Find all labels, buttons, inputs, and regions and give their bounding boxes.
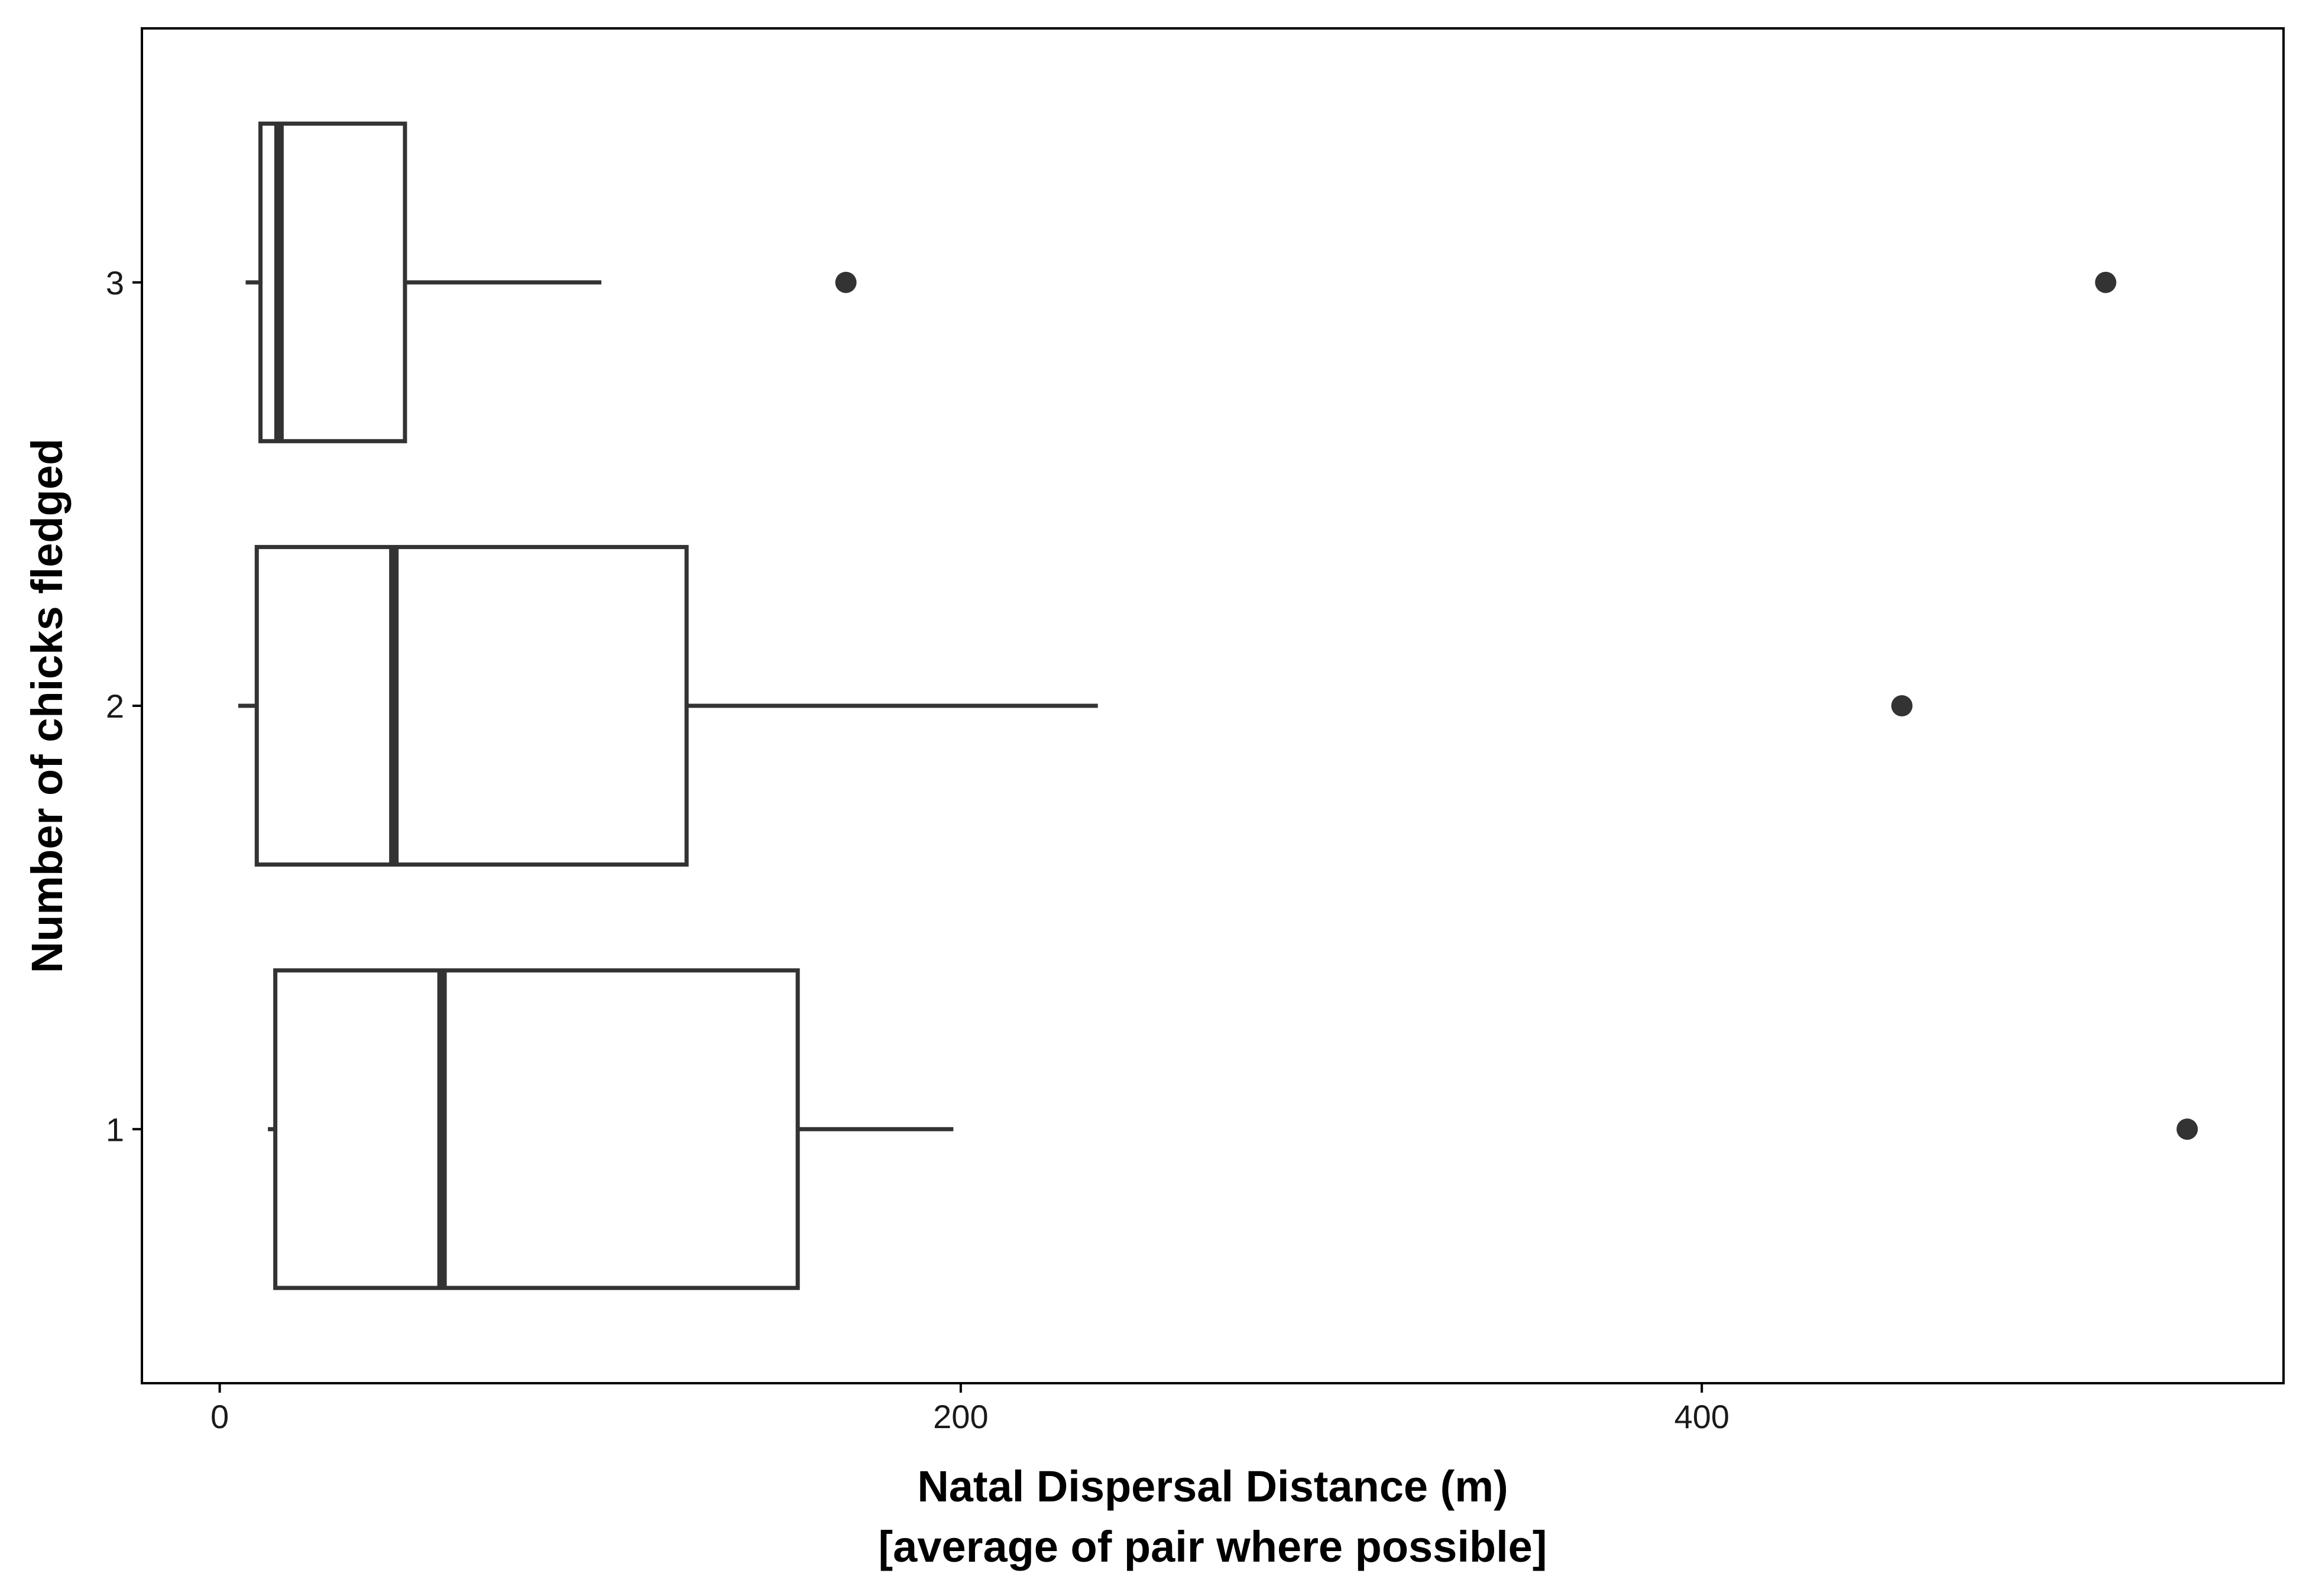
box-group-1 <box>268 968 2198 1290</box>
boxes-layer <box>238 121 2198 1290</box>
y-tick-label-3: 3 <box>106 264 124 301</box>
outlier-point-3-1 <box>835 271 857 293</box>
x-tick-label-200: 200 <box>933 1398 988 1435</box>
y-tick-label-1: 1 <box>106 1111 124 1148</box>
outlier-point-1-1 <box>2177 1118 2198 1140</box>
x-axis-title: Natal Dispersal Distance (m) <box>917 1462 1508 1511</box>
box-3 <box>258 121 407 443</box>
outlier-point-2-1 <box>1891 695 1913 716</box>
outlier-point-3-2 <box>2095 271 2117 293</box>
box-group-2 <box>238 544 1913 867</box>
box-2 <box>254 544 689 867</box>
y-tick-label-2: 2 <box>106 687 124 725</box>
box-group-3 <box>245 121 2117 443</box>
x-axis: 0 200 400 <box>210 1383 1730 1435</box>
box-1 <box>273 968 800 1290</box>
x-axis-subtitle: [average of pair where possible] <box>879 1522 1547 1571</box>
x-tick-label-0: 0 <box>210 1398 229 1435</box>
x-tick-label-400: 400 <box>1674 1398 1729 1435</box>
y-axis: 1 2 3 <box>106 264 142 1148</box>
y-axis-title: Number of chicks fledged <box>22 439 72 974</box>
